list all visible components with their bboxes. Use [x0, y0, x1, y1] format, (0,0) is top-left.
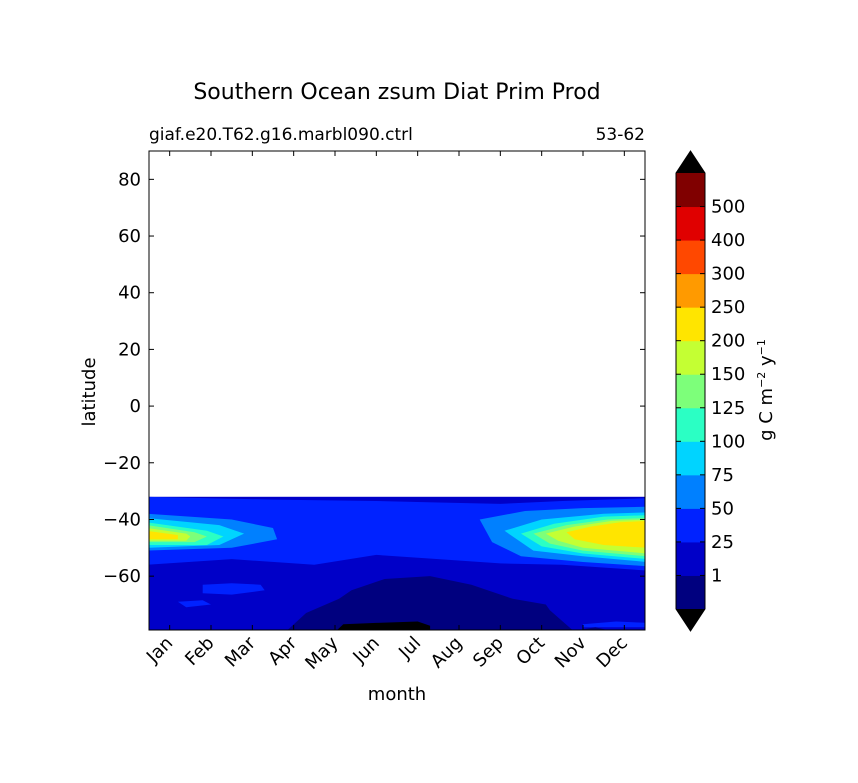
x-axis-label: month — [368, 684, 426, 705]
x-tick-label-Jun: Jun — [348, 633, 383, 668]
plot-frame — [148, 150, 646, 631]
colorbar-swatch-11 — [676, 206, 705, 241]
y-axis: 80 60 40 20 0 −20 −40 −60 — [103, 169, 645, 587]
x-tick-label-Sep: Sep — [469, 633, 508, 672]
colorbar-tick-label-125: 125 — [711, 398, 745, 419]
field-contour-19 — [337, 621, 431, 630]
y-tick-label-2: 40 — [118, 283, 141, 304]
colorbar-swatch-5 — [676, 407, 705, 442]
colorbar-tick-label-150: 150 — [711, 364, 745, 385]
x-tick-label-Aug: Aug — [427, 633, 467, 673]
colorbar-swatch-1 — [676, 541, 705, 576]
colorbar-tick-label-200: 200 — [711, 331, 745, 352]
colorbar-swatch-0 — [676, 575, 705, 610]
y-tick-label-7: −60 — [103, 566, 141, 587]
x-tick-label-Oct: Oct — [512, 633, 549, 670]
y-tick-label-6: −40 — [103, 509, 141, 530]
data-field — [149, 496, 645, 630]
colorbar-swatch-8 — [676, 307, 705, 342]
colorbar-label-mid: y — [756, 355, 777, 372]
colorbar-tick-label-50: 50 — [711, 498, 734, 519]
x-tick-label-Apr: Apr — [264, 632, 301, 669]
colorbar-tick-label-400: 400 — [711, 230, 745, 251]
colorbar-over-arrow — [676, 151, 705, 173]
x-tick-label-May: May — [301, 632, 342, 673]
field-contour-14 — [202, 583, 265, 595]
colorbar-label-exp1: −2 — [755, 372, 768, 388]
colorbar-tick-label-100: 100 — [711, 431, 745, 452]
colorbar-outline — [675, 150, 706, 632]
colorbar-under-arrow — [676, 609, 705, 631]
colorbar-label: g C m−2 y−1 — [755, 339, 777, 441]
x-tick-label-Jul: Jul — [394, 633, 425, 664]
y-tick-label-1: 60 — [118, 226, 141, 247]
colorbar-swatch-4 — [676, 441, 705, 476]
x-tick-label-Dec: Dec — [592, 633, 631, 672]
colorbar-tick-label-1: 1 — [711, 565, 722, 586]
y-axis-label: latitude — [79, 357, 100, 426]
y-tick-label-3: 20 — [118, 339, 141, 360]
colorbar-tick-label-75: 75 — [711, 465, 734, 486]
chart-subtitle-left: giaf.e20.T62.g16.marbl090.ctrl — [149, 125, 413, 145]
field-contour-17 — [287, 576, 573, 630]
colorbar-swatch-9 — [676, 273, 705, 308]
colorbar-tick-label-25: 25 — [711, 532, 734, 553]
field-contour-13 — [566, 521, 645, 548]
chart-subtitle-right: 53-62 — [596, 125, 645, 145]
field-contour-12 — [149, 531, 178, 540]
colorbar-swatch-12 — [676, 173, 705, 208]
y-tick-label-0: 80 — [118, 169, 141, 190]
colorbar-swatch-6 — [676, 374, 705, 409]
colorbar-label-exp2: −1 — [755, 339, 768, 355]
colorbar-label-main: g C m — [756, 388, 777, 441]
x-tick-label-Nov: Nov — [551, 632, 591, 672]
y-tick-label-4: 0 — [130, 396, 141, 417]
field-contour-15 — [177, 600, 211, 608]
colorbar-tick-label-300: 300 — [711, 264, 745, 285]
x-tick-label-Jan: Jan — [142, 633, 177, 668]
field-contour-16 — [583, 621, 645, 628]
colorbar-swatch-2 — [676, 508, 705, 543]
chart-title: Southern Ocean zsum Diat Prim Prod — [193, 80, 600, 105]
colorbar-tick-label-500: 500 — [711, 197, 745, 218]
colorbar-tick-label-250: 250 — [711, 297, 745, 318]
x-tick-label-Mar: Mar — [221, 632, 260, 671]
field-contour-18 — [578, 627, 608, 630]
colorbar-swatch-3 — [676, 474, 705, 509]
x-tick-label-Feb: Feb — [181, 633, 218, 670]
y-tick-label-5: −20 — [103, 453, 141, 474]
colorbar-swatch-10 — [676, 240, 705, 275]
colorbar-swatch-7 — [676, 340, 705, 375]
